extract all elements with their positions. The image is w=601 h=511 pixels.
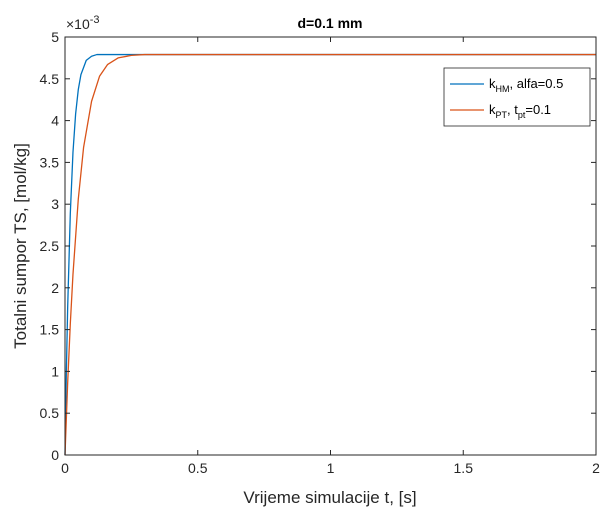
- legend-khm-main: k: [489, 76, 496, 91]
- y-tick-label: 0.5: [40, 405, 60, 421]
- legend-kpt-sub: PT: [496, 110, 508, 120]
- y-tick-label: 0: [51, 447, 59, 463]
- x-tick-label: 1.5: [454, 460, 474, 476]
- y-tick-label: 2.5: [40, 238, 60, 254]
- x-axis-ticks: 0 0.5 1 1.5 2: [61, 37, 600, 476]
- legend-label-kpt: kPT, tpt=0.1: [489, 102, 551, 120]
- y-exponent-power: -3: [90, 14, 100, 26]
- y-tick-label: 3.5: [40, 154, 60, 170]
- series-line-kpt: [64, 53, 596, 456]
- legend-kpt-main: k: [489, 102, 496, 117]
- x-tick-label: 1: [327, 460, 335, 476]
- y-tick-label: 2: [51, 280, 59, 296]
- y-axis-label: Totalni sumpor TS, [mol/kg]: [11, 143, 30, 349]
- x-axis-label: Vrijeme simulacije t, [s]: [243, 488, 416, 507]
- legend-box: [443, 67, 591, 127]
- y-tick-label: 4.5: [40, 71, 60, 87]
- x-tick-label: 0.5: [188, 460, 208, 476]
- y-axis-ticks: 0 0.5 1 1.5 2 2.5 3 3.5 4 4.5 5: [40, 29, 596, 463]
- legend-kpt-rest: , t: [507, 102, 518, 117]
- legend-khm-sub: HM: [496, 84, 510, 94]
- legend-kpt-sub2: pt: [518, 110, 526, 120]
- y-tick-label: 1.5: [40, 322, 60, 338]
- y-exponent: ×10-3: [66, 14, 100, 32]
- series-layer: [64, 53, 596, 456]
- y-tick-label: 1: [51, 363, 59, 379]
- legend-label-khm: kHM, alfa=0.5: [489, 76, 563, 94]
- x-tick-label: 2: [592, 460, 600, 476]
- y-exponent-base: ×10: [66, 16, 90, 32]
- chart-title: d=0.1 mm: [298, 15, 363, 31]
- x-tick-label: 0: [61, 460, 69, 476]
- legend-kpt-rest2: =0.1: [525, 102, 551, 117]
- y-tick-label: 5: [51, 29, 59, 45]
- y-tick-label: 3: [51, 196, 59, 212]
- y-tick-label: 4: [51, 113, 59, 129]
- legend-khm-rest: , alfa=0.5: [510, 76, 564, 91]
- legend: kHM, alfa=0.5 kPT, tpt=0.1: [443, 67, 591, 127]
